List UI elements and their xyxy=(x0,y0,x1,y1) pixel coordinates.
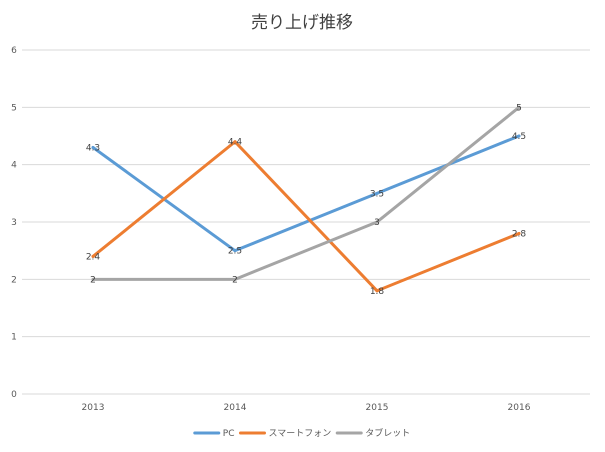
series-line-1 xyxy=(91,140,521,293)
legend-item: スマートフォン xyxy=(238,429,331,439)
y-tick-label: 3 xyxy=(11,218,17,228)
data-label: 3 xyxy=(374,218,380,228)
data-label: 1.8 xyxy=(370,287,385,297)
x-axis-ticks: 2013 2014 2015 2016 xyxy=(82,403,531,413)
x-tick-label: 2013 xyxy=(82,403,105,413)
data-point xyxy=(233,277,237,281)
x-tick-label: 2016 xyxy=(508,403,531,413)
data-point xyxy=(91,254,95,258)
legend-item: PC xyxy=(193,429,235,439)
data-label: 2.5 xyxy=(228,247,242,257)
data-point xyxy=(517,231,521,235)
series-lines xyxy=(91,105,521,293)
data-label: 2.8 xyxy=(512,229,527,239)
legend-label: PC xyxy=(223,429,235,439)
legend-item: タブレット xyxy=(335,427,410,439)
y-tick-label: 1 xyxy=(11,333,17,343)
x-tick-label: 2014 xyxy=(224,403,247,413)
legend: PC スマートフォン タブレット xyxy=(193,427,410,439)
series-line-2 xyxy=(91,105,521,281)
data-point xyxy=(91,145,95,149)
data-label: 5 xyxy=(516,103,522,113)
data-point xyxy=(517,134,521,138)
y-tick-label: 0 xyxy=(11,390,17,400)
data-point xyxy=(91,277,95,281)
x-tick-label: 2015 xyxy=(366,403,389,413)
data-label: 3.5 xyxy=(370,189,384,199)
y-tick-label: 4 xyxy=(11,161,17,171)
chart-title: 売り上げ推移 xyxy=(251,13,353,33)
data-point xyxy=(233,140,237,144)
data-label: 4.4 xyxy=(228,138,243,148)
data-point xyxy=(517,105,521,109)
data-point xyxy=(375,220,379,224)
y-axis-ticks: 0 1 2 3 4 5 6 xyxy=(11,46,17,400)
data-label: 2.4 xyxy=(86,252,101,262)
y-tick-label: 2 xyxy=(11,275,17,285)
y-tick-label: 5 xyxy=(11,103,17,113)
data-point xyxy=(375,289,379,293)
legend-label: スマートフォン xyxy=(268,429,331,439)
data-point xyxy=(375,191,379,195)
data-point xyxy=(233,249,237,253)
series-line-0 xyxy=(91,134,521,253)
data-labels: 4.3 2.5 3.5 4.5 2.4 4.4 1.8 2.8 2 2 3 5 xyxy=(86,103,527,296)
data-label: 2 xyxy=(90,275,96,285)
legend-label: タブレット xyxy=(365,427,410,439)
data-label: 4.3 xyxy=(86,143,100,153)
y-tick-label: 6 xyxy=(11,46,17,56)
data-label: 2 xyxy=(232,275,238,285)
data-label: 4.5 xyxy=(512,132,526,142)
